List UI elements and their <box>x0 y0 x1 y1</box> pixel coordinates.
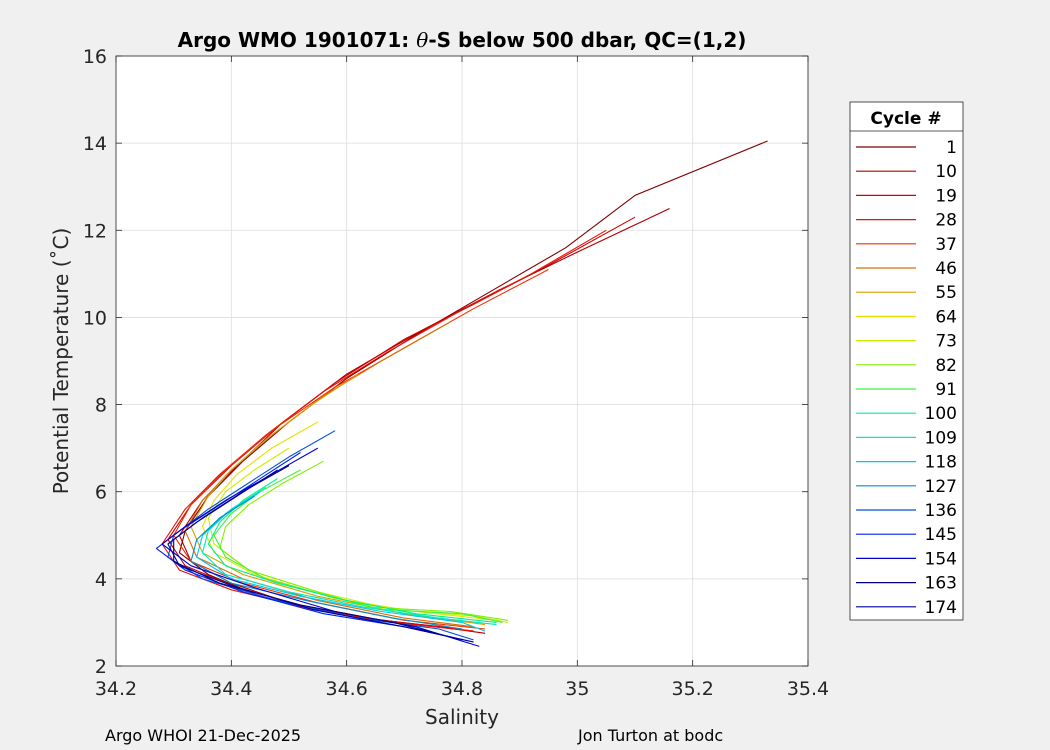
legend-label-cycle-127: 127 <box>925 477 957 497</box>
x-tick-label: 34.6 <box>326 678 368 700</box>
legend-label-cycle-46: 46 <box>935 259 957 279</box>
legend-items: 1 10 19 28 37 46 55 64 73 82 91 100 109 118 127 136 145 1… <box>856 138 957 618</box>
legend-label-cycle-10: 10 <box>935 162 957 182</box>
y-tick-label: 4 <box>95 569 107 591</box>
legend-label-cycle-1: 1 <box>946 138 957 158</box>
series-line-cycle-109 <box>201 486 497 626</box>
legend-label-cycle-136: 136 <box>925 501 957 521</box>
y-tick-label: 12 <box>83 220 107 242</box>
series-line-cycle-174 <box>167 469 474 643</box>
legend-label-cycle-19: 19 <box>935 186 957 206</box>
series-line-cycle-82 <box>219 460 509 621</box>
chart-title-prefix: Argo WMO 1901071: <box>178 28 417 52</box>
y-tick-label: 16 <box>83 46 107 68</box>
legend: Cycle # 1 10 19 28 37 46 55 64 73 82 91 100 109 118 12… <box>849 101 964 621</box>
legend-label-cycle-64: 64 <box>935 307 957 327</box>
y-tick-label: 2 <box>95 656 107 678</box>
legend-label-cycle-118: 118 <box>925 453 957 473</box>
chart-title-suffix: -S below 500 dbar, QC=(1,2) <box>428 28 746 52</box>
series-line-cycle-91 <box>213 469 503 623</box>
legend-label-cycle-82: 82 <box>935 356 957 376</box>
y-tick-label: 14 <box>83 133 107 155</box>
legend-label-cycle-109: 109 <box>925 428 957 448</box>
series-line-cycle-28 <box>161 229 607 632</box>
legend-label-cycle-28: 28 <box>935 211 957 231</box>
axis-ticks: 34.2 34.4 34.6 34.8 35 35.2 35.4 2 4 6 8 10 12 14 16 <box>83 46 829 700</box>
x-tick-label: 35 <box>565 678 589 700</box>
series-line-cycle-118 <box>196 491 486 632</box>
footer-left: Argo WHOI 21-Dec-2025 <box>105 726 302 745</box>
legend-label-cycle-154: 154 <box>925 549 957 569</box>
x-tick-label: 34.2 <box>95 678 137 700</box>
y-tick-label: 8 <box>95 395 107 417</box>
y-tick-label: 10 <box>83 307 107 329</box>
legend-label-cycle-174: 174 <box>925 598 957 618</box>
y-axis-label: Potential Temperature (˚C) <box>49 228 73 495</box>
legend-title: Cycle # <box>870 109 941 129</box>
chart-title-theta: θ <box>416 28 428 52</box>
legend-label-cycle-37: 37 <box>935 235 957 255</box>
x-tick-label: 35.2 <box>672 678 714 700</box>
legend-label-cycle-55: 55 <box>935 283 957 303</box>
x-tick-label: 34.8 <box>441 678 483 700</box>
legend-label-cycle-73: 73 <box>935 332 957 352</box>
chart-title: Argo WMO 1901071: θ-S below 500 dbar, QC… <box>178 28 747 52</box>
footer-right: Jon Turton at bodc <box>578 726 724 745</box>
legend-label-cycle-100: 100 <box>925 404 957 424</box>
x-tick-label: 34.4 <box>210 678 252 700</box>
legend-label-cycle-91: 91 <box>935 380 957 400</box>
legend-label-cycle-145: 145 <box>925 525 957 545</box>
series-layer <box>155 140 768 647</box>
legend-label-cycle-163: 163 <box>925 574 957 594</box>
x-tick-label: 35.4 <box>787 678 829 700</box>
x-axis-label: Salinity <box>425 705 499 729</box>
y-tick-label: 6 <box>95 482 107 504</box>
